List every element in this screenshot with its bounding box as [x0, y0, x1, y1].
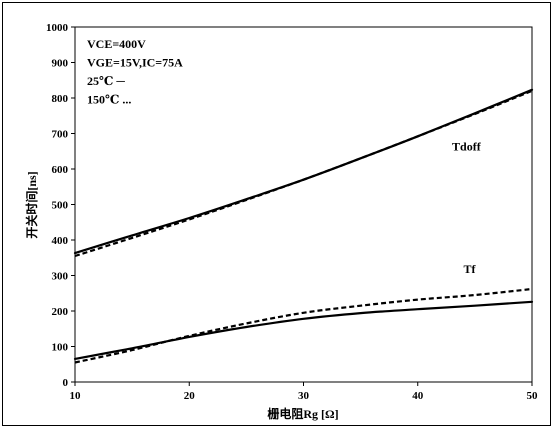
legend-line: 150℃ ... — [87, 93, 131, 107]
y-tick-label: 700 — [52, 129, 69, 141]
y-tick-label: 400 — [52, 235, 69, 247]
y-tick-label: 0 — [63, 377, 69, 389]
curve-label-tdoff: Tdoff — [452, 140, 482, 154]
y-tick-label: 100 — [52, 342, 69, 354]
x-tick-label: 40 — [412, 390, 424, 402]
series-line-2 — [73, 300, 534, 360]
x-tick-label: 10 — [70, 390, 82, 402]
curve-label-tf: Tf — [463, 262, 476, 276]
series-lines — [73, 88, 534, 364]
y-tick-label: 800 — [52, 93, 69, 105]
plot-border — [74, 26, 533, 383]
y-tick-label: 900 — [52, 58, 69, 70]
legend-line: VGE=15V,IC=75A — [87, 56, 183, 70]
plot-area — [74, 26, 533, 383]
legend-line: 25℃ ─ — [87, 74, 125, 88]
y-tick-label: 200 — [52, 306, 69, 318]
y-tick-label: 500 — [52, 200, 69, 212]
x-axis-label: 栅电阻Rg [Ω] — [267, 406, 338, 421]
tick-labels: 0 100 200 300 400 500 600 700 800 900 1000 10 20 30 40… — [46, 22, 538, 402]
series-line-3 — [74, 287, 533, 364]
x-tick-label: 20 — [184, 390, 196, 402]
legend-line: VCE=400V — [87, 37, 146, 51]
y-tick-label: 1000 — [46, 22, 69, 34]
series-line-1 — [74, 89, 533, 258]
series-line-0 — [73, 88, 534, 255]
y-tick-label: 600 — [52, 164, 69, 176]
x-tick-label: 50 — [527, 390, 539, 402]
y-axis-label: 开关时间[ns] — [24, 171, 39, 238]
legend: VCE=400V VGE=15V,IC=75A 25℃ ─ 150℃ ... — [87, 37, 183, 107]
curve-labels: Tdoff Tf — [452, 140, 482, 276]
y-tick-label: 300 — [52, 271, 69, 283]
x-tick-label: 30 — [298, 390, 310, 402]
